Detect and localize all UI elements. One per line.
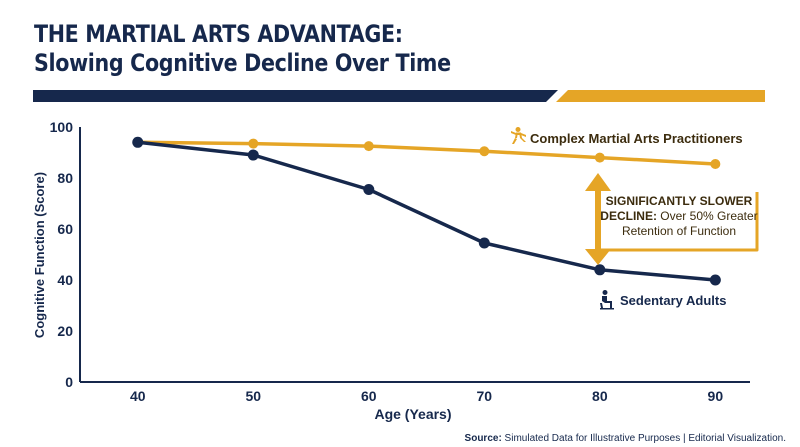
annotation-heading-line-2: DECLINE:	[600, 209, 657, 223]
data-point	[478, 237, 490, 249]
x-tick-labels: 40 50 60 70 80 90	[130, 388, 723, 404]
data-point	[479, 146, 490, 157]
y-tick-label: 100	[50, 119, 74, 135]
martial-arts-figure-icon	[511, 127, 526, 144]
title-banner	[33, 90, 765, 102]
annotation-line-3: Retention of Function	[622, 224, 736, 238]
y-tick-label: 40	[57, 272, 73, 288]
title-line-2: Slowing Cognitive Decline Over Time	[34, 49, 451, 77]
legend-martial-arts: Complex Martial Arts Practitioners	[511, 127, 743, 146]
annotation-line-2: DECLINE: Over 50% Greater	[600, 209, 757, 223]
y-tick-label: 0	[65, 374, 73, 390]
data-point	[363, 183, 375, 195]
y-tick-label: 60	[57, 221, 73, 237]
y-tick-labels: 0 20 40 60 80 100	[50, 119, 74, 390]
banner-gold-bar	[556, 90, 765, 102]
legend-sedentary: Sedentary Adults	[600, 290, 726, 310]
series-line	[136, 140, 718, 282]
gap-arrow-down-head	[585, 249, 611, 265]
data-point	[247, 149, 259, 161]
x-axis-label: Age (Years)	[374, 406, 451, 422]
y-tick-label: 80	[57, 170, 73, 186]
source-text: Simulated Data for Illustrative Purposes…	[501, 433, 786, 444]
source-label: Source:	[464, 433, 502, 444]
data-point	[594, 264, 606, 276]
x-tick-label: 50	[245, 388, 261, 404]
x-tick-label: 90	[708, 388, 724, 404]
title-line-1: THE MARTIAL ARTS ADVANTAGE:	[34, 20, 403, 48]
annotation-bracket	[599, 192, 759, 252]
seated-person-icon	[600, 290, 614, 310]
gap-arrow-up-head	[585, 173, 611, 191]
legend-label-sedentary: Sedentary Adults	[620, 293, 726, 308]
data-point	[132, 136, 144, 148]
data-point	[363, 141, 374, 152]
x-tick-label: 60	[361, 388, 377, 404]
series-line	[136, 140, 718, 166]
y-tick-label: 20	[57, 323, 73, 339]
x-tick-label: 80	[592, 388, 608, 404]
y-axis-label: Cognitive Function (Score)	[32, 172, 47, 338]
data-point	[710, 158, 721, 169]
series-1	[132, 136, 721, 286]
chart-title: THE MARTIAL ARTS ADVANTAGE: Slowing Cogn…	[34, 20, 519, 78]
data-point	[709, 274, 721, 286]
annotation-heading-line-1: SIGNIFICANTLY SLOWER	[606, 194, 753, 208]
legend-label-martial-arts: Complex Martial Arts Practitioners	[530, 131, 743, 146]
x-tick-label: 70	[477, 388, 493, 404]
data-point	[594, 152, 605, 163]
annotation-line-2-rest: Over 50% Greater	[657, 209, 758, 223]
source-note: Source: Simulated Data for Illustrative …	[465, 433, 786, 444]
banner-navy-bar	[33, 90, 558, 102]
data-point	[248, 138, 259, 149]
series-layer	[132, 136, 721, 286]
axes	[79, 127, 750, 383]
gap-annotation: SIGNIFICANTLY SLOWER DECLINE: Over 50% G…	[585, 173, 759, 265]
x-tick-label: 40	[130, 388, 146, 404]
